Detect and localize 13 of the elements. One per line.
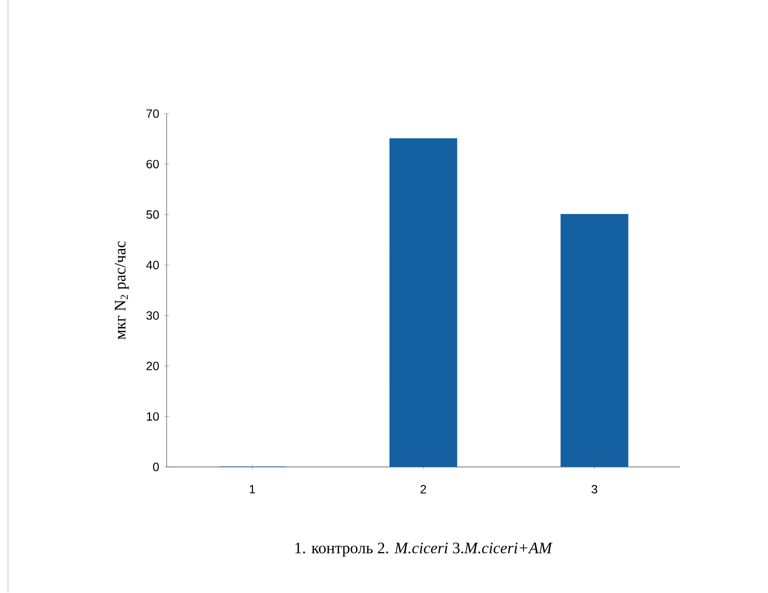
- y-tick-label: 40: [146, 261, 159, 270]
- y-tick-label: 30: [146, 311, 159, 320]
- y-tick-label: 0: [153, 462, 159, 472]
- x-tick-label: 1: [250, 485, 255, 494]
- x-tick-label: 3: [592, 485, 598, 494]
- x-tick-label: 2: [420, 485, 426, 494]
- y-tick-label: 50: [146, 210, 159, 220]
- y-tick-label: 20: [146, 362, 159, 370]
- x-axis-title: 1. контроль 2. M.ciceri 3.M.ciceri+AM: [295, 542, 553, 557]
- y-axis-title: мкг N$_{2}$ рас/час: [114, 242, 129, 340]
- y-tick-label: 10: [146, 412, 159, 421]
- y-tick-label: 70: [146, 110, 159, 118]
- y-tick-label: 60: [146, 160, 159, 169]
